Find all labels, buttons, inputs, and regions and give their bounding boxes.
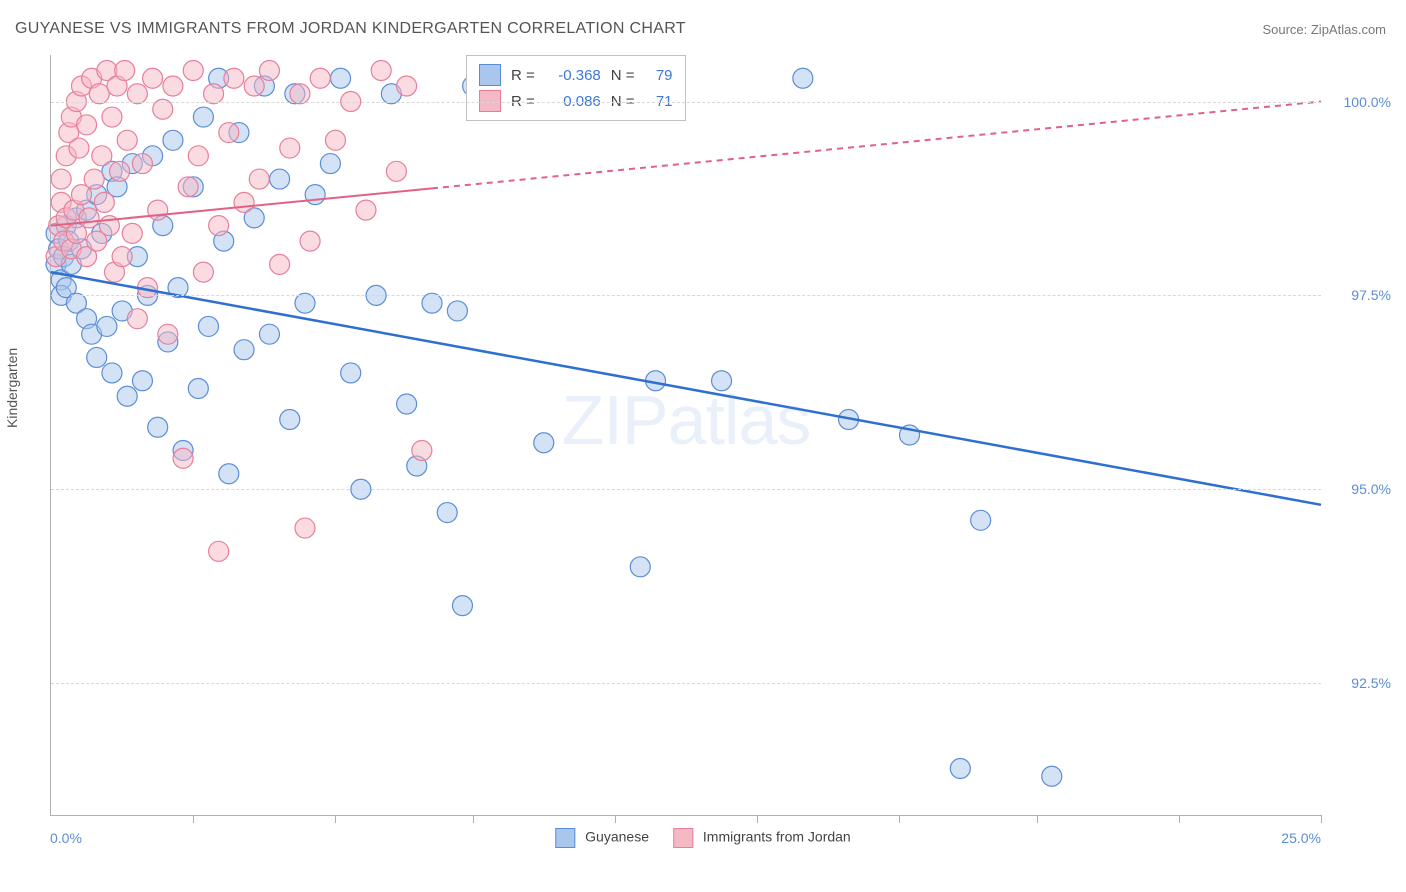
source-attrib: Source: ZipAtlas.com (1262, 22, 1386, 37)
x-tick (193, 815, 194, 823)
legend-item-guyanese: Guyanese (555, 828, 649, 848)
plot-svg (51, 55, 1321, 815)
y-tick-label: 97.5% (1351, 287, 1391, 303)
x-tick (615, 815, 616, 823)
gridline-h (51, 489, 1321, 490)
y-tick-label: 100.0% (1344, 94, 1391, 110)
x-tick (1179, 815, 1180, 823)
bottom-legend: Guyanese Immigrants from Jordan (555, 828, 850, 848)
stat-swatch-guyanese (479, 64, 501, 86)
x-tick (899, 815, 900, 823)
correlation-stat-box: R = -0.368 N = 79 R = 0.086 N = 71 (466, 55, 686, 121)
x-tick (757, 815, 758, 823)
stat-row-guyanese: R = -0.368 N = 79 (479, 62, 673, 88)
x-tick (473, 815, 474, 823)
legend-swatch-guyanese (555, 828, 575, 848)
gridline-h (51, 295, 1321, 296)
chart-area: ZIPatlas R = -0.368 N = 79 R = 0.086 N =… (50, 55, 1321, 816)
legend-swatch-jordan (673, 828, 693, 848)
x-tick (1037, 815, 1038, 823)
x-axis-max-label: 25.0% (1281, 830, 1321, 846)
r-value-guyanese: -0.368 (545, 67, 601, 84)
x-axis-min-label: 0.0% (50, 830, 82, 846)
y-tick-label: 95.0% (1351, 481, 1391, 497)
gridline-h (51, 683, 1321, 684)
x-tick (335, 815, 336, 823)
gridline-h (51, 102, 1321, 103)
x-tick (1321, 815, 1322, 823)
chart-title: GUYANESE VS IMMIGRANTS FROM JORDAN KINDE… (15, 20, 686, 38)
legend-item-jordan: Immigrants from Jordan (673, 828, 851, 848)
y-axis-label: Kindergarten (4, 348, 20, 428)
n-value-guyanese: 79 (645, 67, 673, 84)
y-tick-label: 92.5% (1351, 675, 1391, 691)
